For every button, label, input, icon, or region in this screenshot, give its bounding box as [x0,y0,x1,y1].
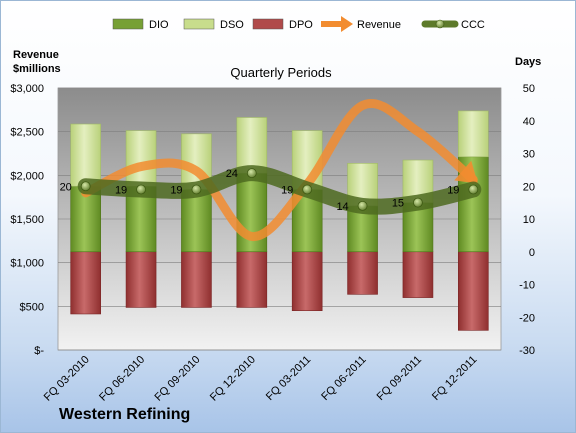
y-axis-left-label-line2: $millions [13,63,61,75]
bar-dpo [181,251,212,308]
legend-label: Revenue [357,19,401,31]
y-left-tick-label: $2,000 [10,170,44,182]
legend-label: DSO [220,19,244,31]
ccc-point [468,184,479,195]
ccc-point [246,168,257,179]
y-left-tick-label: $500 [20,301,44,313]
ccc-point [302,184,313,195]
y-left-tick-label: $2,500 [10,127,44,139]
ccc-point [357,200,368,211]
bar-dpo [236,251,268,308]
ccc-point [136,184,146,195]
ccc-point [191,184,202,195]
y-right-tick-label: -30 [519,345,535,357]
legend-swatch-marker [435,19,445,29]
y-left-tick-label: $1,500 [10,214,44,226]
ccc-data-label: 19 [115,185,127,197]
legend: DIO DSO DPO Revenue CCC [112,16,485,32]
x-tick-label: FQ 12-2011 [430,354,479,403]
ccc-data-label: 19 [170,185,182,197]
bar-dso [70,123,101,187]
bar-dpo [347,251,378,295]
legend-label: CCC [461,19,485,31]
y-right-tick-label: -20 [519,312,535,324]
x-tick-label: FQ 03-2011 [264,354,313,403]
bar-dpo [458,251,489,331]
bars [70,110,489,331]
legend-label: DPO [289,19,313,31]
y-right-tick-label: 20 [523,181,535,193]
ccc-data-label: 19 [447,185,459,197]
y-axis-right-label: Days [515,56,541,68]
bar-dpo [402,251,434,298]
legend-swatch-arrowhead [341,16,353,32]
ccc-point [413,197,423,208]
x-tick-labels: FQ 03-2010 FQ 06-2010 FQ 09-2010 FQ 12-2010… [42,354,480,404]
y-right-tick-label: -10 [519,280,535,292]
bar-dio [181,189,212,253]
chart-title: Quarterly Periods [230,65,332,80]
ccc-data-label: 19 [281,185,293,197]
legend-swatch [183,18,215,30]
y-axis-left-label-line1: Revenue [13,49,59,61]
legend-swatch [252,18,284,30]
ccc-data-label: 20 [60,181,72,193]
bar-dso [236,117,268,174]
y-right-tick-label: 40 [523,116,535,128]
x-tick-label: FQ 12-2010 [208,354,258,404]
ccc-point [80,181,91,192]
x-tick-label: FQ 06-2011 [319,354,368,403]
legend-label: DIO [149,19,169,31]
company-name: Western Refining [59,406,190,423]
ccc-data-label: 15 [392,198,404,210]
y-right-tick-label: 0 [529,247,535,259]
y-right-tick-label: 10 [523,214,535,226]
revenue-line [81,99,478,241]
legend-swatch [112,18,144,30]
x-tick-label: FQ 09-2010 [153,354,203,404]
bar-dpo [125,251,157,308]
ccc-layer: 20 19 19 24 19 14 15 19 [60,165,482,215]
x-tick-label: FQ 09-2011 [375,354,424,403]
left-tick-labels: $- $500 $1,000 $1,500 $2,000 $2,500 $3,000 [10,83,44,357]
revenue-layer [81,99,478,241]
bar-dpo [70,251,101,315]
y-right-tick-label: 50 [523,83,535,95]
right-tick-labels: -30 -20 -10 0 10 20 30 40 50 [519,83,535,357]
y-left-tick-label: $3,000 [10,83,44,95]
y-left-tick-label: $1,000 [10,258,44,270]
bar-dpo [291,251,323,312]
ccc-data-label: 24 [226,168,238,180]
revenue-arrowhead [454,160,478,184]
bar-dso [125,130,157,187]
x-tick-label: FQ 06-2010 [97,354,147,404]
ccc-data-label: 14 [336,201,348,213]
y-right-tick-label: 30 [523,149,535,161]
y-left-tick-label: $- [34,345,44,357]
bar-dso [458,110,489,158]
x-tick-label: FQ 03-2010 [42,354,92,404]
